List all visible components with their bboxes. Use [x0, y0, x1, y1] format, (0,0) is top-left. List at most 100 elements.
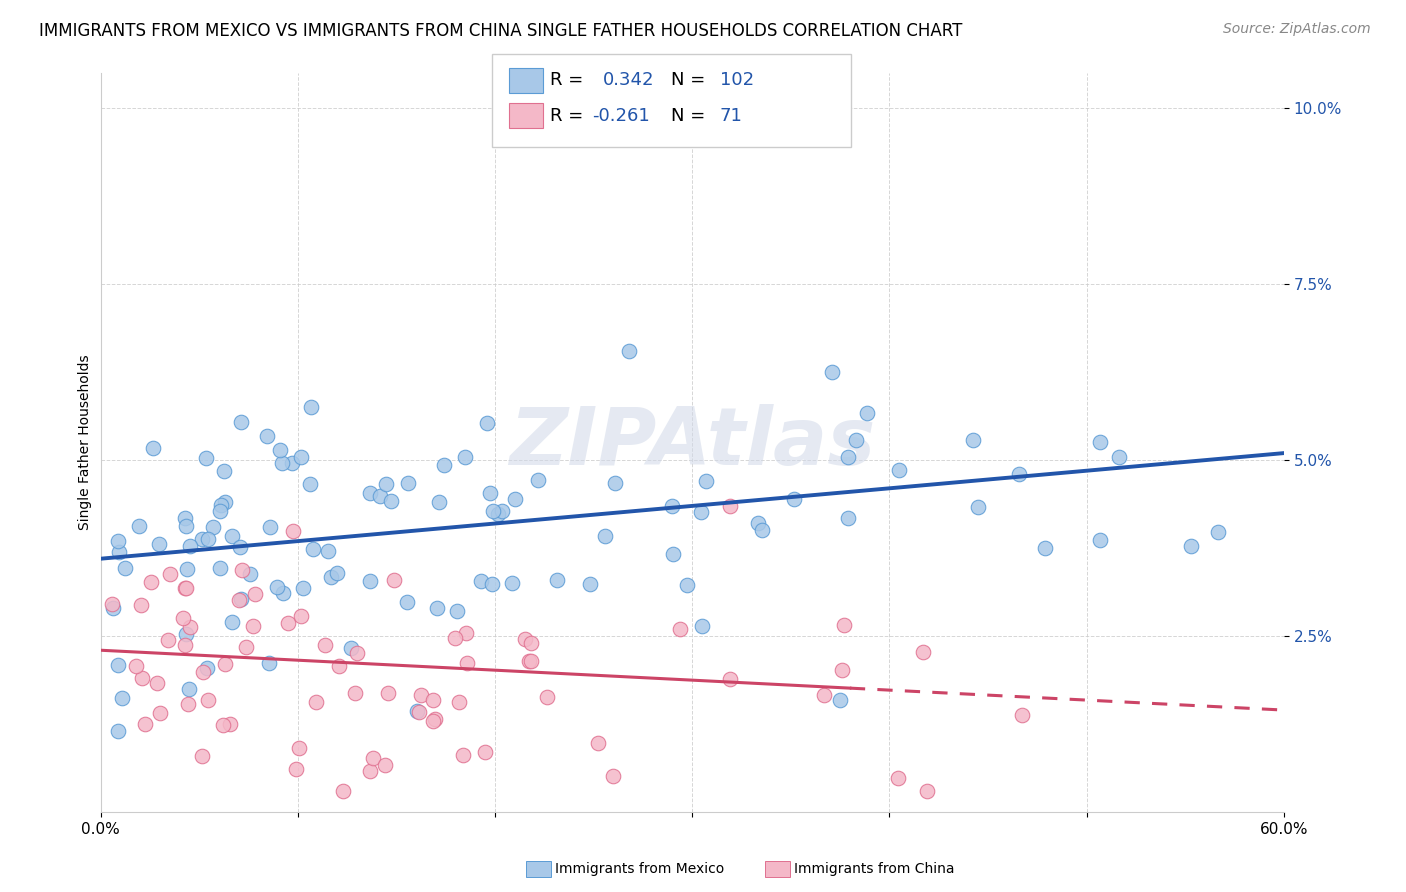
- Point: [446, 604, 468, 618]
- Point: [266, 580, 288, 594]
- Point: [1007, 467, 1029, 481]
- Point: [177, 698, 200, 712]
- Point: [177, 681, 200, 696]
- Point: [125, 659, 148, 673]
- Point: [339, 641, 361, 656]
- Point: [1033, 541, 1056, 555]
- Point: [375, 477, 398, 491]
- Point: [396, 595, 419, 609]
- Point: [107, 724, 129, 739]
- Point: [475, 417, 498, 431]
- Point: [689, 504, 711, 518]
- Point: [176, 562, 198, 576]
- Point: [837, 450, 859, 464]
- Point: [197, 693, 219, 707]
- Point: [314, 638, 336, 652]
- Point: [114, 561, 136, 575]
- Point: [479, 486, 502, 500]
- Point: [212, 464, 235, 478]
- Point: [277, 616, 299, 631]
- Point: [669, 623, 692, 637]
- Point: [131, 598, 153, 612]
- Point: [191, 665, 214, 680]
- Point: [148, 537, 170, 551]
- Point: [1090, 533, 1112, 548]
- Point: [374, 757, 396, 772]
- Point: [299, 401, 322, 415]
- Point: [912, 644, 935, 658]
- Text: R =: R =: [550, 107, 583, 125]
- Point: [451, 748, 474, 763]
- Point: [231, 563, 253, 577]
- Point: [536, 690, 558, 704]
- Point: [676, 578, 699, 592]
- Point: [283, 524, 305, 538]
- Point: [179, 620, 201, 634]
- Point: [221, 529, 243, 543]
- Point: [962, 434, 984, 448]
- Point: [501, 575, 523, 590]
- Point: [408, 705, 430, 719]
- Point: [444, 632, 467, 646]
- Y-axis label: Single Father Households: Single Father Households: [79, 355, 93, 531]
- Point: [299, 476, 322, 491]
- Point: [172, 611, 194, 625]
- Point: [1011, 707, 1033, 722]
- Point: [889, 463, 911, 477]
- Point: [423, 712, 446, 726]
- Point: [1090, 435, 1112, 450]
- Point: [368, 489, 391, 503]
- Point: [718, 672, 741, 686]
- Point: [1108, 450, 1130, 464]
- Point: [195, 450, 218, 465]
- Point: [209, 561, 232, 575]
- Point: [821, 365, 844, 379]
- Point: [695, 475, 717, 489]
- Point: [586, 736, 609, 750]
- Point: [174, 582, 197, 596]
- Point: [131, 671, 153, 685]
- Point: [302, 542, 325, 557]
- Point: [751, 523, 773, 537]
- Point: [449, 695, 471, 709]
- Point: [229, 540, 252, 554]
- Point: [257, 656, 280, 670]
- Point: [384, 573, 406, 587]
- Point: [290, 450, 312, 465]
- Text: Immigrants from China: Immigrants from China: [794, 862, 955, 876]
- Point: [595, 529, 617, 543]
- Point: [103, 600, 125, 615]
- Point: [238, 567, 260, 582]
- Point: [359, 486, 381, 500]
- Point: [546, 573, 568, 587]
- Point: [107, 534, 129, 549]
- Point: [474, 745, 496, 759]
- Point: [174, 627, 197, 641]
- Point: [149, 706, 172, 721]
- Point: [813, 688, 835, 702]
- Point: [179, 540, 201, 554]
- Point: [328, 659, 350, 673]
- Text: 0.342: 0.342: [603, 71, 655, 89]
- Text: IMMIGRANTS FROM MEXICO VS IMMIGRANTS FROM CHINA SINGLE FATHER HOUSEHOLDS CORRELA: IMMIGRANTS FROM MEXICO VS IMMIGRANTS FRO…: [39, 22, 963, 40]
- Point: [602, 769, 624, 783]
- Point: [520, 654, 543, 668]
- Point: [256, 429, 278, 443]
- Point: [783, 491, 806, 506]
- Point: [291, 581, 314, 595]
- Point: [718, 499, 741, 513]
- Point: [243, 587, 266, 601]
- Point: [139, 574, 162, 589]
- Point: [159, 566, 181, 581]
- Point: [456, 626, 478, 640]
- Point: [284, 762, 307, 776]
- Point: [344, 686, 367, 700]
- Text: Immigrants from Mexico: Immigrants from Mexico: [555, 862, 724, 876]
- Point: [426, 601, 449, 615]
- Point: [661, 500, 683, 514]
- Point: [966, 500, 988, 515]
- Point: [221, 615, 243, 629]
- Point: [174, 582, 197, 596]
- Point: [832, 618, 855, 632]
- Point: [361, 751, 384, 765]
